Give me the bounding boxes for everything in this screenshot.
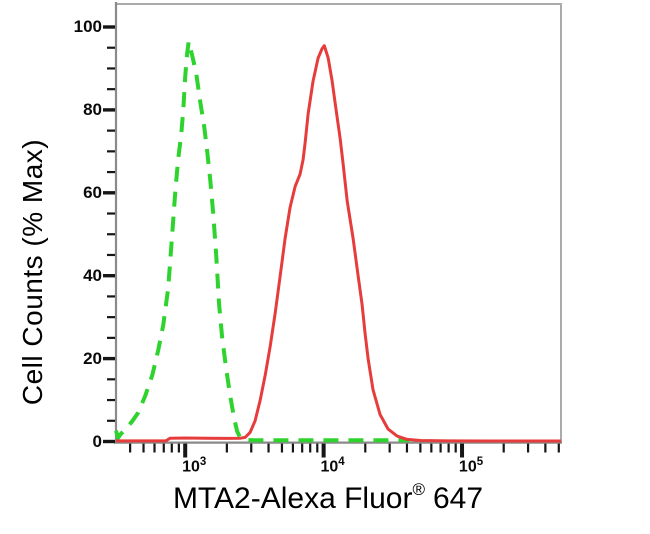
y-tick-label: 100	[73, 17, 102, 36]
y-axis-title-text: Cell Counts (% Max)	[17, 138, 48, 406]
y-tick-label: 0	[92, 431, 102, 451]
y-tick-label: 80	[83, 99, 102, 119]
y-axis-title: Cell Counts (% Max)	[17, 139, 49, 405]
x-tick-label: 104	[320, 456, 345, 476]
series-green-dashed-curve	[114, 39, 410, 443]
y-tick-label: 20	[83, 348, 102, 368]
x-tick-label: 103	[182, 456, 207, 476]
series-red-solid-curve	[116, 44, 561, 443]
x-axis-title-main: MTA2-Alexa Fluor	[172, 482, 413, 515]
x-axis-title: MTA2-Alexa Fluor® 647	[0, 480, 650, 516]
y-tick-label: 60	[83, 182, 102, 202]
x-tick-label: 105	[458, 456, 484, 476]
registered-trademark-symbol: ®	[412, 480, 425, 499]
x-axis-title-suffix: 647	[432, 482, 484, 515]
y-tick-label: 40	[83, 265, 102, 285]
